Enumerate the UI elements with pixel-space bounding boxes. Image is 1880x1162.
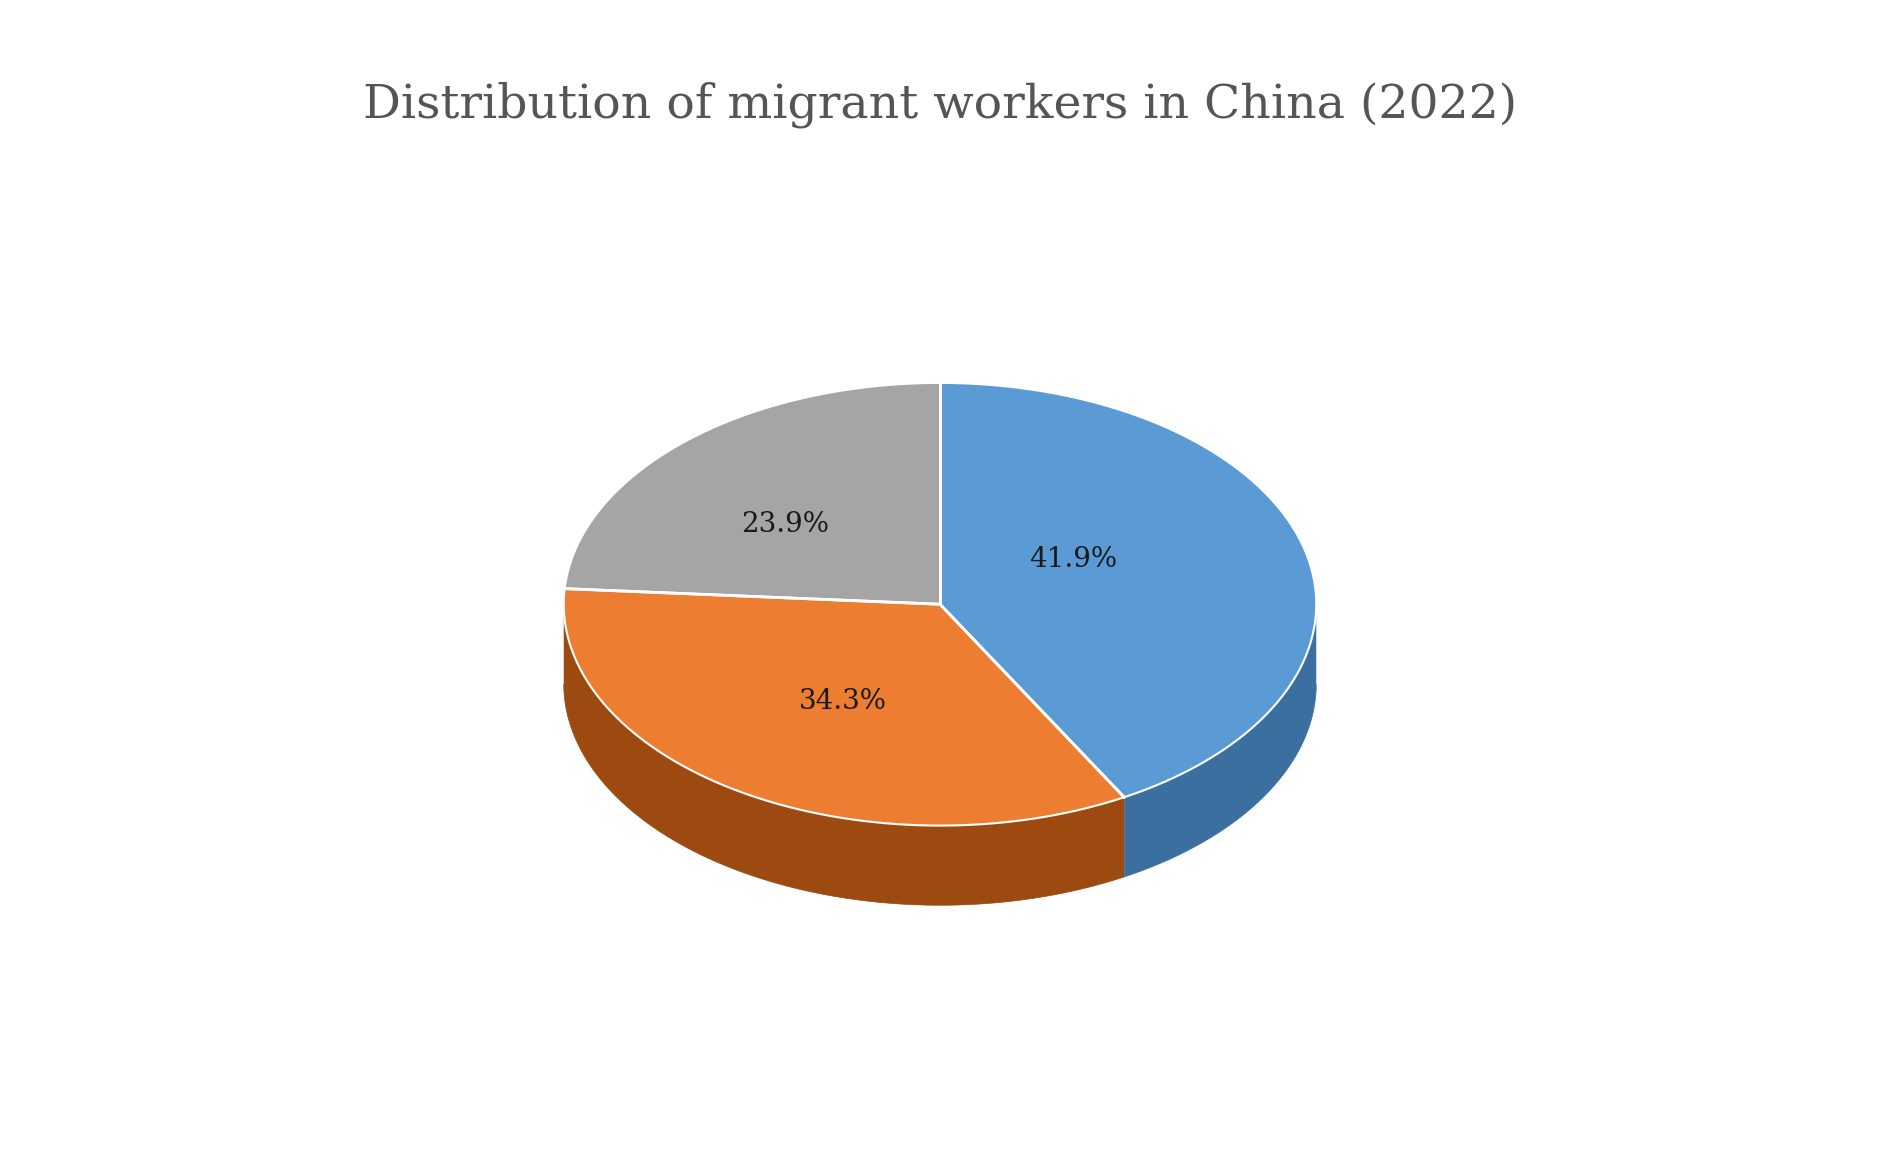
Text: Distribution of migrant workers in China (2022): Distribution of migrant workers in China… [363,81,1517,128]
Text: 23.9%: 23.9% [741,511,829,538]
Polygon shape [940,383,1316,797]
Polygon shape [940,604,1124,877]
Polygon shape [564,589,1124,825]
Text: 34.3%: 34.3% [799,688,887,715]
Polygon shape [564,383,940,604]
Polygon shape [940,604,1124,877]
Polygon shape [1124,605,1316,877]
Text: 41.9%: 41.9% [1028,546,1117,574]
Polygon shape [564,605,1124,905]
